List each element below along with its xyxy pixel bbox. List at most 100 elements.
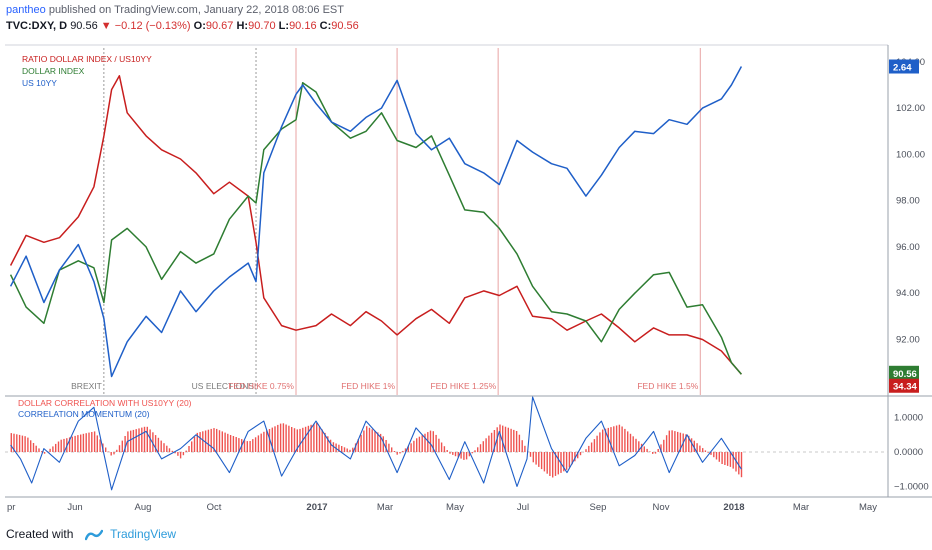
- histogram-bar: [274, 426, 276, 452]
- price-change: −0.12 (−0.13%): [114, 20, 191, 32]
- histogram-bar: [385, 440, 387, 452]
- price-label-box: [889, 378, 919, 393]
- histogram-bar: [291, 427, 293, 453]
- histogram-bar: [235, 437, 237, 452]
- open-label: O:: [193, 20, 206, 32]
- histogram-bar: [282, 423, 285, 452]
- histogram-bar: [177, 452, 179, 456]
- histogram-bar: [696, 443, 698, 452]
- y-tick-label: 94.00: [896, 288, 920, 299]
- histogram-bar: [546, 452, 548, 474]
- histogram-bar: [107, 451, 110, 452]
- histogram-bar: [166, 445, 168, 452]
- histogram-bar: [399, 452, 401, 454]
- histogram-bar: [402, 450, 404, 452]
- histogram-bar: [185, 450, 187, 452]
- histogram-bar: [80, 434, 82, 453]
- histogram-bar: [599, 432, 601, 452]
- series-line-ratio-dollar-index-us10yy: [9, 75, 742, 375]
- histogram-bar: [163, 443, 165, 452]
- histogram-bar: [71, 436, 73, 452]
- histogram-bar: [182, 452, 185, 456]
- histogram-bar: [368, 427, 371, 453]
- histogram-bar: [327, 436, 329, 452]
- histogram-bar: [346, 448, 348, 452]
- histogram-bar: [246, 441, 248, 452]
- histogram-bar: [521, 440, 523, 452]
- histogram-bar: [202, 431, 204, 452]
- histogram-bar: [135, 429, 137, 452]
- histogram-bar: [552, 452, 554, 478]
- author-link[interactable]: pantheo: [6, 4, 46, 16]
- histogram-bar: [427, 432, 429, 452]
- histogram-bar: [341, 446, 343, 452]
- histogram-bar: [191, 441, 193, 452]
- legend-entry: RATIO DOLLAR INDEX / US10YY: [22, 54, 152, 64]
- x-tick-label: May: [446, 502, 464, 513]
- histogram-bar: [32, 443, 35, 452]
- histogram-bar: [421, 435, 423, 452]
- histogram-bar: [288, 425, 290, 452]
- histogram-bar: [130, 430, 132, 452]
- histogram-bar: [535, 452, 537, 465]
- histogram-bar: [349, 449, 351, 452]
- last-price: 90.56: [70, 20, 98, 32]
- histogram-bar: [243, 440, 246, 452]
- histogram-bar: [643, 446, 645, 453]
- histogram-bar: [671, 430, 673, 452]
- histogram-bar: [418, 436, 421, 452]
- x-tick-label: Aug: [135, 502, 152, 513]
- histogram-bar: [152, 432, 154, 452]
- histogram-bar: [563, 452, 565, 472]
- histogram-bar: [63, 438, 65, 452]
- histogram-bar: [649, 451, 651, 452]
- histogram-bar: [24, 436, 26, 452]
- tradingview-brand[interactable]: TradingView: [110, 527, 177, 541]
- histogram-bar: [440, 442, 443, 453]
- histogram-bar: [677, 431, 679, 452]
- event-label: FED HIKE 0.75%: [228, 381, 294, 391]
- histogram-bar: [629, 433, 632, 452]
- histogram-bar: [343, 447, 346, 453]
- histogram-bar: [254, 437, 257, 452]
- histogram-bar: [363, 430, 365, 452]
- histogram-bar: [88, 432, 90, 452]
- histogram-bar: [266, 430, 268, 452]
- histogram-bar: [210, 428, 212, 452]
- histogram-bar: [435, 434, 437, 452]
- x-tick-label: Jul: [517, 502, 529, 513]
- histogram-bar: [141, 427, 143, 452]
- histogram-bar: [204, 430, 207, 452]
- histogram-bar: [321, 429, 323, 452]
- histogram-bar: [726, 452, 729, 466]
- histogram-bar: [588, 445, 590, 452]
- x-tick-label: Mar: [793, 502, 809, 513]
- histogram-bar: [554, 452, 557, 476]
- histogram-bar: [318, 426, 321, 453]
- histogram-bar: [379, 433, 382, 452]
- histogram-bar: [149, 429, 151, 452]
- histogram-bar: [57, 441, 60, 453]
- histogram-bar: [257, 435, 260, 452]
- legend-entry: US 10YY: [22, 78, 57, 88]
- histogram-bar: [43, 452, 46, 454]
- event-label: US ELECTIONS: [192, 381, 255, 391]
- histogram-bar: [679, 432, 682, 452]
- histogram-bar: [227, 433, 229, 452]
- histogram-bar: [718, 452, 720, 462]
- histogram-bar: [488, 435, 490, 453]
- histogram-bar: [93, 431, 96, 452]
- histogram-bar: [460, 452, 462, 459]
- osc-tick-label: 1.0000: [894, 413, 923, 424]
- histogram-bar: [329, 439, 332, 452]
- histogram-bar: [479, 444, 482, 452]
- histogram-bar: [449, 452, 451, 454]
- histogram-bar: [557, 452, 559, 475]
- osc-legend-entry: DOLLAR CORRELATION WITH US10YY (20): [18, 398, 192, 408]
- histogram-bar: [160, 440, 162, 452]
- histogram-bar: [18, 434, 21, 452]
- histogram-bar: [596, 435, 598, 452]
- histogram-bar: [335, 443, 337, 452]
- histogram-bar: [193, 436, 196, 452]
